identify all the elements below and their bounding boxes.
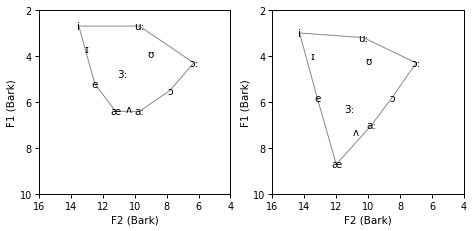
Text: ʌ: ʌ <box>125 105 131 115</box>
Text: e: e <box>91 79 98 89</box>
Text: e: e <box>314 93 320 103</box>
Text: ɔ:: ɔ: <box>411 59 421 69</box>
X-axis label: F2 (Bark): F2 (Bark) <box>344 214 392 224</box>
Text: a:: a: <box>135 107 145 117</box>
Y-axis label: F1 (Bark): F1 (Bark) <box>240 79 250 126</box>
Text: ʌ: ʌ <box>352 128 358 137</box>
Text: 3:: 3: <box>344 105 354 115</box>
Y-axis label: F1 (Bark): F1 (Bark) <box>7 79 17 126</box>
Text: 3:: 3: <box>117 70 127 80</box>
Text: a:: a: <box>366 121 376 131</box>
Text: æ: æ <box>331 160 341 170</box>
Text: ɔ:: ɔ: <box>189 59 199 69</box>
Text: ʊ: ʊ <box>147 49 154 59</box>
X-axis label: F2 (Bark): F2 (Bark) <box>111 214 159 224</box>
Text: i: i <box>298 29 301 39</box>
Text: ʊ: ʊ <box>365 56 372 66</box>
Text: ɪ: ɪ <box>310 52 314 62</box>
Text: ɪ: ɪ <box>85 45 89 55</box>
Text: ɔ: ɔ <box>389 93 395 103</box>
Text: i: i <box>77 22 80 32</box>
Text: u:: u: <box>134 22 145 32</box>
Text: æ: æ <box>110 107 120 117</box>
Text: ɔ: ɔ <box>167 86 173 96</box>
Text: u:: u: <box>358 33 369 43</box>
